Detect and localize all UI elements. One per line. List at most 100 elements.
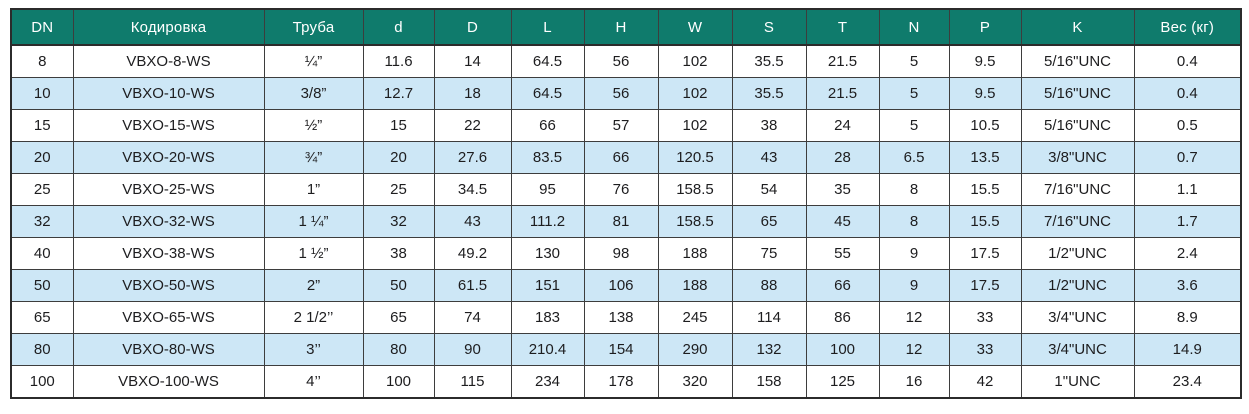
table-cell-d-big: 61.5 xyxy=(433,269,512,302)
table-cell-w: 188 xyxy=(657,237,733,270)
table-cell-d-small: 65 xyxy=(362,301,435,334)
table-cell-l: 64.5 xyxy=(510,77,585,110)
table-cell-s: 114 xyxy=(731,301,807,334)
column-header-p: P xyxy=(948,8,1022,46)
table-cell-ves: 14.9 xyxy=(1133,333,1242,366)
table-cell-t: 100 xyxy=(805,333,880,366)
table-cell-k: 7/16"UNC xyxy=(1020,205,1135,238)
table-cell-d-small: 32 xyxy=(362,205,435,238)
table-cell-l: 83.5 xyxy=(510,141,585,174)
table-cell-ves: 1.7 xyxy=(1133,205,1242,238)
table-cell-n: 16 xyxy=(878,365,950,399)
table-cell-k: 1"UNC xyxy=(1020,365,1135,399)
table-cell-p: 33 xyxy=(948,333,1022,366)
table-cell-p: 33 xyxy=(948,301,1022,334)
table-cell-d-small: 80 xyxy=(362,333,435,366)
table-cell-dn: 40 xyxy=(10,237,74,270)
table-cell-kodirovka: VBXO-8-WS xyxy=(72,44,265,78)
column-header-h: H xyxy=(583,8,659,46)
table-cell-truba: 3’’ xyxy=(263,333,364,366)
table-row: 40 VBXO-38-WS 1 ½” 38 49.2 130 98 188 75 55 9 17.5 1… xyxy=(10,237,1242,270)
table-cell-w: 120.5 xyxy=(657,141,733,174)
table-cell-kodirovka: VBXO-32-WS xyxy=(72,205,265,238)
table-cell-h: 56 xyxy=(583,77,659,110)
table-row: 80 VBXO-80-WS 3’’ 80 90 210.4 154 290 132 100 12 33… xyxy=(10,333,1242,366)
header-row: DN Кодировка Труба d D L H W S T N P K Вес (кг) xyxy=(10,8,1242,46)
table-cell-t: 45 xyxy=(805,205,880,238)
column-header-d-big: D xyxy=(433,8,512,46)
table-cell-t: 125 xyxy=(805,365,880,399)
table-cell-d-big: 90 xyxy=(433,333,512,366)
table-cell-s: 38 xyxy=(731,109,807,142)
table-cell-s: 75 xyxy=(731,237,807,270)
table-cell-w: 102 xyxy=(657,109,733,142)
table-cell-d-big: 115 xyxy=(433,365,512,399)
table-cell-truba: 1” xyxy=(263,173,364,206)
table-cell-t: 66 xyxy=(805,269,880,302)
table-cell-kodirovka: VBXO-25-WS xyxy=(72,173,265,206)
table-cell-n: 9 xyxy=(878,269,950,302)
table-row: 8 VBXO-8-WS ¼” 11.6 14 64.5 56 102 35.5 21.5 5 9.5 5… xyxy=(10,44,1242,78)
table-cell-h: 178 xyxy=(583,365,659,399)
table-cell-p: 9.5 xyxy=(948,44,1022,78)
table-cell-truba: 1 ½” xyxy=(263,237,364,270)
table-cell-ves: 0.4 xyxy=(1133,44,1242,78)
table-cell-truba: ½” xyxy=(263,109,364,142)
table-cell-dn: 15 xyxy=(10,109,74,142)
column-header-k: K xyxy=(1020,8,1135,46)
table-cell-n: 5 xyxy=(878,44,950,78)
table-cell-h: 56 xyxy=(583,44,659,78)
table-cell-kodirovka: VBXO-50-WS xyxy=(72,269,265,302)
table-cell-k: 5/16"UNC xyxy=(1020,109,1135,142)
table-row: 25 VBXO-25-WS 1” 25 34.5 95 76 158.5 54 35 8 15.5 7/… xyxy=(10,173,1242,206)
table-cell-kodirovka: VBXO-15-WS xyxy=(72,109,265,142)
table-row: 20 VBXO-20-WS ¾” 20 27.6 83.5 66 120.5 43 28 6.5 13… xyxy=(10,141,1242,174)
table-cell-dn: 25 xyxy=(10,173,74,206)
table-cell-h: 76 xyxy=(583,173,659,206)
table-cell-d-big: 49.2 xyxy=(433,237,512,270)
table-cell-dn: 8 xyxy=(10,44,74,78)
table-cell-s: 65 xyxy=(731,205,807,238)
table-cell-d-small: 100 xyxy=(362,365,435,399)
table-cell-k: 5/16"UNC xyxy=(1020,77,1135,110)
table-cell-truba: 2 1/2’’ xyxy=(263,301,364,334)
table-cell-ves: 23.4 xyxy=(1133,365,1242,399)
table-cell-truba: ¼” xyxy=(263,44,364,78)
table-cell-l: 64.5 xyxy=(510,44,585,78)
table-cell-t: 86 xyxy=(805,301,880,334)
table-cell-truba: 3/8” xyxy=(263,77,364,110)
table-cell-truba: ¾” xyxy=(263,141,364,174)
table-cell-w: 320 xyxy=(657,365,733,399)
table-cell-ves: 8.9 xyxy=(1133,301,1242,334)
table-row: 50 VBXO-50-WS 2” 50 61.5 151 106 188 88 66 9 17.5 1/… xyxy=(10,269,1242,302)
table-cell-kodirovka: VBXO-20-WS xyxy=(72,141,265,174)
table-cell-kodirovka: VBXO-80-WS xyxy=(72,333,265,366)
table-cell-l: 95 xyxy=(510,173,585,206)
table-cell-n: 8 xyxy=(878,205,950,238)
table-cell-kodirovka: VBXO-100-WS xyxy=(72,365,265,399)
table-cell-dn: 65 xyxy=(10,301,74,334)
table-cell-h: 81 xyxy=(583,205,659,238)
table-cell-h: 57 xyxy=(583,109,659,142)
column-header-s: S xyxy=(731,8,807,46)
table-cell-t: 35 xyxy=(805,173,880,206)
table-cell-dn: 10 xyxy=(10,77,74,110)
table-cell-h: 66 xyxy=(583,141,659,174)
table-cell-p: 9.5 xyxy=(948,77,1022,110)
table-cell-w: 102 xyxy=(657,44,733,78)
table-cell-d-small: 38 xyxy=(362,237,435,270)
table-row: 65 VBXO-65-WS 2 1/2’’ 65 74 183 138 245 114 86 12 3… xyxy=(10,301,1242,334)
table-cell-ves: 3.6 xyxy=(1133,269,1242,302)
table-cell-kodirovka: VBXO-38-WS xyxy=(72,237,265,270)
spec-table: DN Кодировка Труба d D L H W S T N P K Вес (кг) 8 VBXO… xyxy=(10,8,1242,399)
table-cell-n: 5 xyxy=(878,109,950,142)
column-header-t: T xyxy=(805,8,880,46)
column-header-w: W xyxy=(657,8,733,46)
table-cell-l: 210.4 xyxy=(510,333,585,366)
table-cell-d-small: 20 xyxy=(362,141,435,174)
table-row: 10 VBXO-10-WS 3/8” 12.7 18 64.5 56 102 35.5 21.5 5… xyxy=(10,77,1242,110)
table-cell-n: 5 xyxy=(878,77,950,110)
table-cell-h: 154 xyxy=(583,333,659,366)
column-header-kodirovka: Кодировка xyxy=(72,8,265,46)
